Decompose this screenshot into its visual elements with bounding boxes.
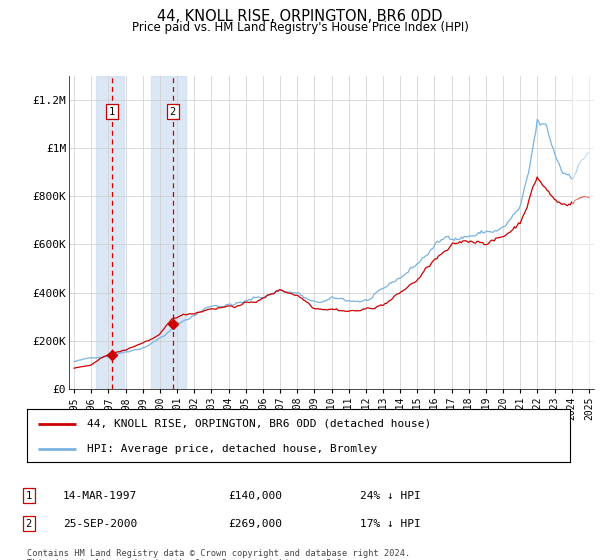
Text: £269,000: £269,000 xyxy=(228,519,282,529)
Text: 44, KNOLL RISE, ORPINGTON, BR6 0DD (detached house): 44, KNOLL RISE, ORPINGTON, BR6 0DD (deta… xyxy=(87,419,431,429)
Text: 1: 1 xyxy=(26,491,32,501)
Bar xyxy=(572,76,598,389)
Text: Price paid vs. HM Land Registry's House Price Index (HPI): Price paid vs. HM Land Registry's House … xyxy=(131,21,469,34)
Text: 24% ↓ HPI: 24% ↓ HPI xyxy=(360,491,421,501)
Text: 25-SEP-2000: 25-SEP-2000 xyxy=(63,519,137,529)
Text: HPI: Average price, detached house, Bromley: HPI: Average price, detached house, Brom… xyxy=(87,444,377,454)
Text: 2: 2 xyxy=(26,519,32,529)
Text: 44, KNOLL RISE, ORPINGTON, BR6 0DD: 44, KNOLL RISE, ORPINGTON, BR6 0DD xyxy=(157,9,443,24)
Bar xyxy=(97,76,124,389)
Bar xyxy=(151,76,185,389)
Text: 2: 2 xyxy=(170,106,176,116)
Text: Contains HM Land Registry data © Crown copyright and database right 2024.
This d: Contains HM Land Registry data © Crown c… xyxy=(27,549,410,560)
Text: £140,000: £140,000 xyxy=(228,491,282,501)
Text: 17% ↓ HPI: 17% ↓ HPI xyxy=(360,519,421,529)
Text: 1: 1 xyxy=(109,106,115,116)
Text: 14-MAR-1997: 14-MAR-1997 xyxy=(63,491,137,501)
